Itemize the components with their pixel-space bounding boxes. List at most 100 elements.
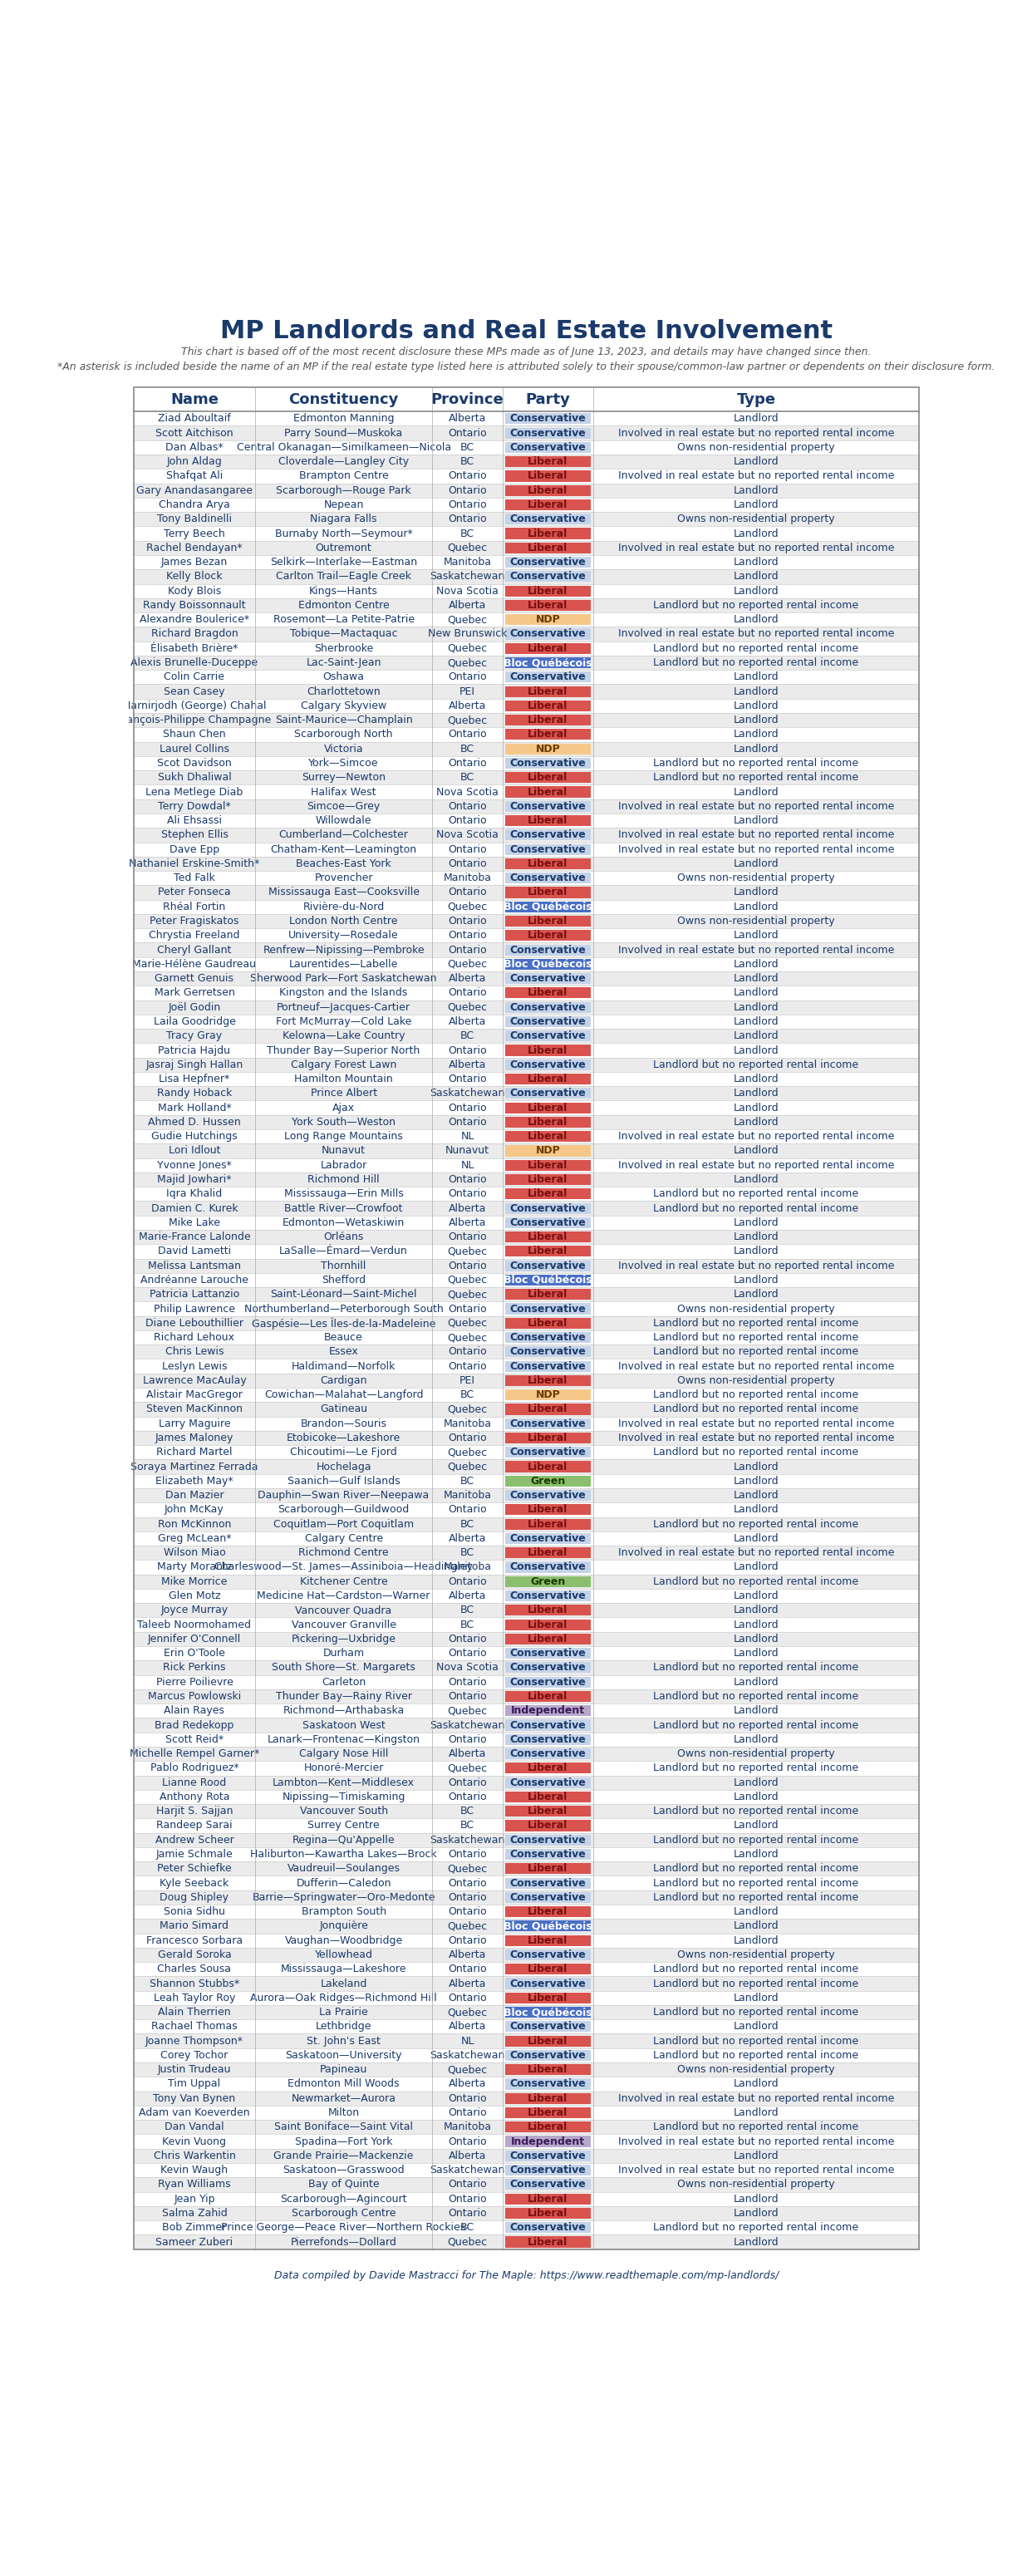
Bar [134,2148,919,2164]
Bar [505,757,591,768]
Text: Saskatoon—Grasswood: Saskatoon—Grasswood [282,2164,405,2177]
Text: Papineau: Papineau [319,2063,368,2076]
Text: Liberal: Liberal [528,858,568,868]
Bar [505,1015,591,1028]
Bar [505,1906,591,1917]
Text: BC: BC [460,1806,474,1816]
Text: Orléans: Orléans [324,1231,364,1242]
Bar [134,2120,919,2136]
Text: Landlord but no reported rental income: Landlord but no reported rental income [653,1978,859,1989]
Text: Carlton Trail—Eagle Creek: Carlton Trail—Eagle Creek [276,572,412,582]
Text: BC: BC [460,528,474,538]
Text: Owns non-residential property: Owns non-residential property [678,1376,835,1386]
Text: BC: BC [460,1548,474,1558]
Text: Liberal: Liberal [528,1188,568,1200]
Text: Leah Taylor Roy: Leah Taylor Roy [154,1991,235,2004]
Bar [505,1175,591,1185]
Text: Grande Prairie—Mackenzie: Grande Prairie—Mackenzie [274,2151,414,2161]
Text: Landlord: Landlord [733,1489,778,1502]
Text: Glen Motz: Glen Motz [168,1589,221,1602]
Text: Landlord: Landlord [733,528,778,538]
Bar [505,1146,591,1157]
Bar [505,2079,591,2089]
Text: Dan Vandal: Dan Vandal [164,2123,224,2133]
Text: Quebec: Quebec [448,1461,488,1471]
Text: NL: NL [461,1159,474,1170]
Bar [505,1087,591,1100]
Text: *An asterisk is included beside the name of an MP if the real estate type listed: *An asterisk is included beside the name… [58,361,995,374]
Text: Liberal: Liberal [528,987,568,999]
Text: Bob Zimmer: Bob Zimmer [162,2223,227,2233]
Text: Jamie Schmale: Jamie Schmale [156,1850,233,1860]
Bar [134,2048,919,2063]
Text: Liberal: Liberal [528,1806,568,1816]
Bar [134,1388,919,1401]
Bar [505,2123,591,2133]
Text: Peter Schiefke: Peter Schiefke [157,1862,232,1875]
Text: Quebec: Quebec [448,1275,488,1285]
Text: Colin Carrie: Colin Carrie [164,672,225,683]
Text: Landlord: Landlord [733,1504,778,1515]
Bar [505,1620,591,1631]
Text: Ontario: Ontario [448,1690,487,1703]
Text: Nunavut: Nunavut [446,1146,490,1157]
Text: Lena Metlege Diab: Lena Metlege Diab [146,786,243,799]
Bar [505,987,591,999]
Text: Mike Morrice: Mike Morrice [161,1577,227,1587]
Text: Vancouver South: Vancouver South [300,1806,388,1816]
Text: Landlord: Landlord [733,814,778,827]
Text: Landlord: Landlord [733,1649,778,1659]
Bar [505,1891,591,1904]
Text: Ontario: Ontario [448,1074,487,1084]
Text: Dave Epp: Dave Epp [169,845,220,855]
Text: Ontario: Ontario [448,2092,487,2105]
Text: Owns non-residential property: Owns non-residential property [678,914,835,927]
Bar [134,1059,919,1072]
Bar [134,742,919,755]
Text: Gaspésie—Les Îles-de-la-Madeleine: Gaspésie—Les Îles-de-la-Madeleine [252,1316,435,1329]
Bar [134,2105,919,2120]
Text: Landlord: Landlord [733,2151,778,2161]
Text: Manitoba: Manitoba [444,1419,492,1430]
Text: Ontario: Ontario [448,801,487,811]
Text: Shefford: Shefford [321,1275,366,1285]
Bar [505,1260,591,1270]
Bar [505,572,591,582]
Text: Conservative: Conservative [509,801,586,811]
Bar [505,1275,591,1285]
Text: Conservative: Conservative [509,556,586,567]
Text: Type: Type [736,392,775,407]
Bar [505,1963,591,1976]
Bar [505,544,591,554]
Text: Ontario: Ontario [448,2208,487,2218]
Text: Conservative: Conservative [509,1662,586,1672]
Text: Conservative: Conservative [509,1087,586,1100]
Text: Patricia Hajdu: Patricia Hajdu [158,1046,230,1056]
Text: Landlord: Landlord [733,1935,778,1945]
Text: Ontario: Ontario [448,914,487,927]
Bar [505,958,591,969]
Text: Alistair MacGregor: Alistair MacGregor [146,1388,242,1401]
Text: Conservative: Conservative [509,1850,586,1860]
Bar [134,440,919,453]
Text: Liberal: Liberal [528,2063,568,2076]
Text: Landlord: Landlord [733,484,778,495]
Bar [505,1231,591,1242]
Bar [134,1875,919,1891]
Bar [134,526,919,541]
Text: Alberta: Alberta [449,1978,486,1989]
Text: Conservative: Conservative [509,672,586,683]
Text: Landlord but no reported rental income: Landlord but no reported rental income [653,1891,859,1904]
Bar [134,1502,919,1517]
Bar [505,1347,591,1358]
Text: This chart is based off of the most recent disclosure these MPs made as of June : This chart is based off of the most rece… [182,345,871,358]
Text: Lac-Saint-Jean: Lac-Saint-Jean [306,657,381,667]
Bar [505,729,591,739]
Bar [505,1533,591,1543]
Bar [505,886,591,899]
Text: Liberal: Liberal [528,2195,568,2205]
Bar [134,1891,919,1904]
Text: Ontario: Ontario [448,1935,487,1945]
Text: Liberal: Liberal [528,1376,568,1386]
Text: Burnaby North—Seymour*: Burnaby North—Seymour* [275,528,413,538]
